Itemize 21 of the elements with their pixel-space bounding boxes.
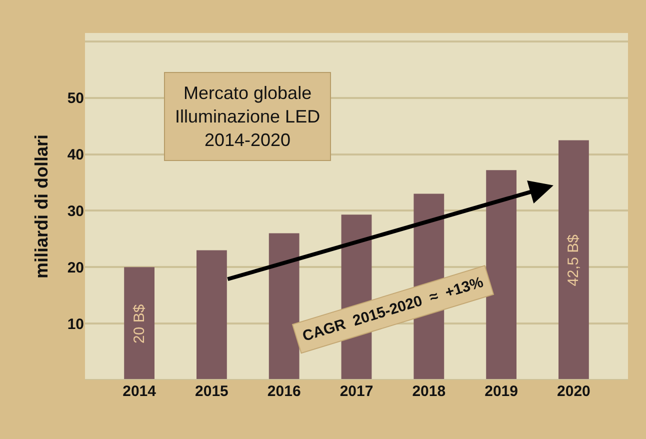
x-tick-label: 2016 [267,383,301,400]
x-tick-label: 2018 [412,383,446,400]
y-tick-label: 40 [67,146,84,164]
y-axis-title: miliardi di dollari [32,134,52,279]
bar [558,140,589,380]
y-tick-label: 20 [67,259,84,276]
bar [268,233,300,380]
y-tick-label: 10 [67,316,84,333]
x-tick-label: 2020 [557,383,590,400]
bar [486,170,516,380]
data-label: 42,5 B$ [565,234,582,286]
text: Mercato globale Illuminazione LED 2014-2020 [175,83,320,150]
bar [124,267,154,380]
x-tick-label: 2014 [122,383,157,400]
y-tick-label: 30 [67,202,84,220]
x-tick-label: 2019 [484,383,518,400]
bar [196,250,227,380]
x-tick-label: 2015 [195,383,228,400]
data-label: 20 B$ [130,304,148,344]
x-tick-label: 2017 [340,383,374,400]
y-tick-label: 50 [67,90,84,108]
